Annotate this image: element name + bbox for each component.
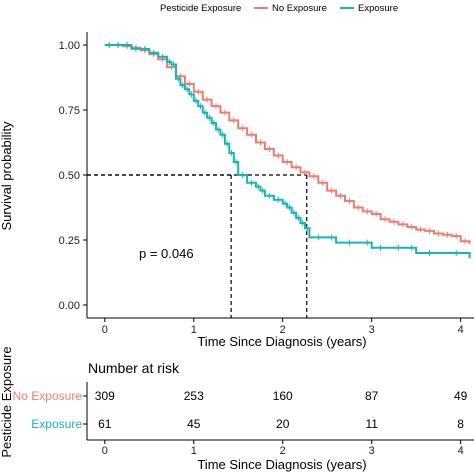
risk-row-label-no-exposure: No Exposure xyxy=(13,389,83,403)
survival-curve-exposure xyxy=(104,44,471,259)
survival-curve-no-exposure xyxy=(104,44,471,244)
legend-label-exposure: Exposure xyxy=(358,3,398,14)
x-axis-title: Time Since Diagnosis (years) xyxy=(197,334,366,349)
risk-x-tick-label: 1 xyxy=(191,445,197,457)
risk-count-no-exposure: 87 xyxy=(365,389,379,403)
x-tick-label: 3 xyxy=(369,324,375,336)
legend-label-no-exposure: No Exposure xyxy=(272,3,327,14)
risk-count-exposure: 45 xyxy=(187,417,201,431)
risk-count-no-exposure: 160 xyxy=(273,389,293,403)
risk-count-exposure: 8 xyxy=(457,417,464,431)
x-tick-label: 1 xyxy=(191,324,197,336)
risk-x-axis-title: Time Since Diagnosis (years) xyxy=(197,457,366,472)
x-tick-label: 2 xyxy=(280,324,286,336)
risk-count-no-exposure: 49 xyxy=(454,389,468,403)
risk-x-tick-label: 3 xyxy=(369,445,375,457)
y-tick-label: 0.00 xyxy=(59,300,80,312)
y-tick-label: 0.25 xyxy=(59,235,80,247)
x-tick-label: 0 xyxy=(102,324,108,336)
risk-table: 0 1 2 3 4 309 253 160 87 49 61 45 20 11 8 Number at ri… xyxy=(0,346,474,472)
survival-plot: 0.00 0.25 0.50 0.75 1.00 0 1 2 3 4 Survival proba… xyxy=(0,32,474,349)
risk-table-title: Number at risk xyxy=(88,360,180,376)
risk-table-y-title: Pesticide Exposure xyxy=(0,346,14,457)
risk-count-no-exposure: 309 xyxy=(95,389,115,403)
y-tick-label: 1.00 xyxy=(59,40,80,52)
legend: Pesticide Exposure No Exposure Exposure xyxy=(160,3,398,14)
risk-x-tick-label: 0 xyxy=(102,445,108,457)
legend-title: Pesticide Exposure xyxy=(160,3,241,14)
risk-row-label-exposure: Exposure xyxy=(31,417,82,431)
y-axis-title: Survival probability xyxy=(0,121,14,231)
p-value-annotation: p = 0.046 xyxy=(139,246,194,261)
risk-count-exposure: 61 xyxy=(98,417,112,431)
risk-count-exposure: 11 xyxy=(365,417,378,431)
risk-count-exposure: 20 xyxy=(276,417,290,431)
y-tick-label: 0.50 xyxy=(59,170,80,182)
y-tick-label: 0.75 xyxy=(59,105,80,117)
risk-count-no-exposure: 253 xyxy=(184,389,204,403)
risk-x-tick-label: 2 xyxy=(280,445,286,457)
risk-x-tick-label: 4 xyxy=(458,445,464,457)
x-tick-label: 4 xyxy=(458,324,464,336)
